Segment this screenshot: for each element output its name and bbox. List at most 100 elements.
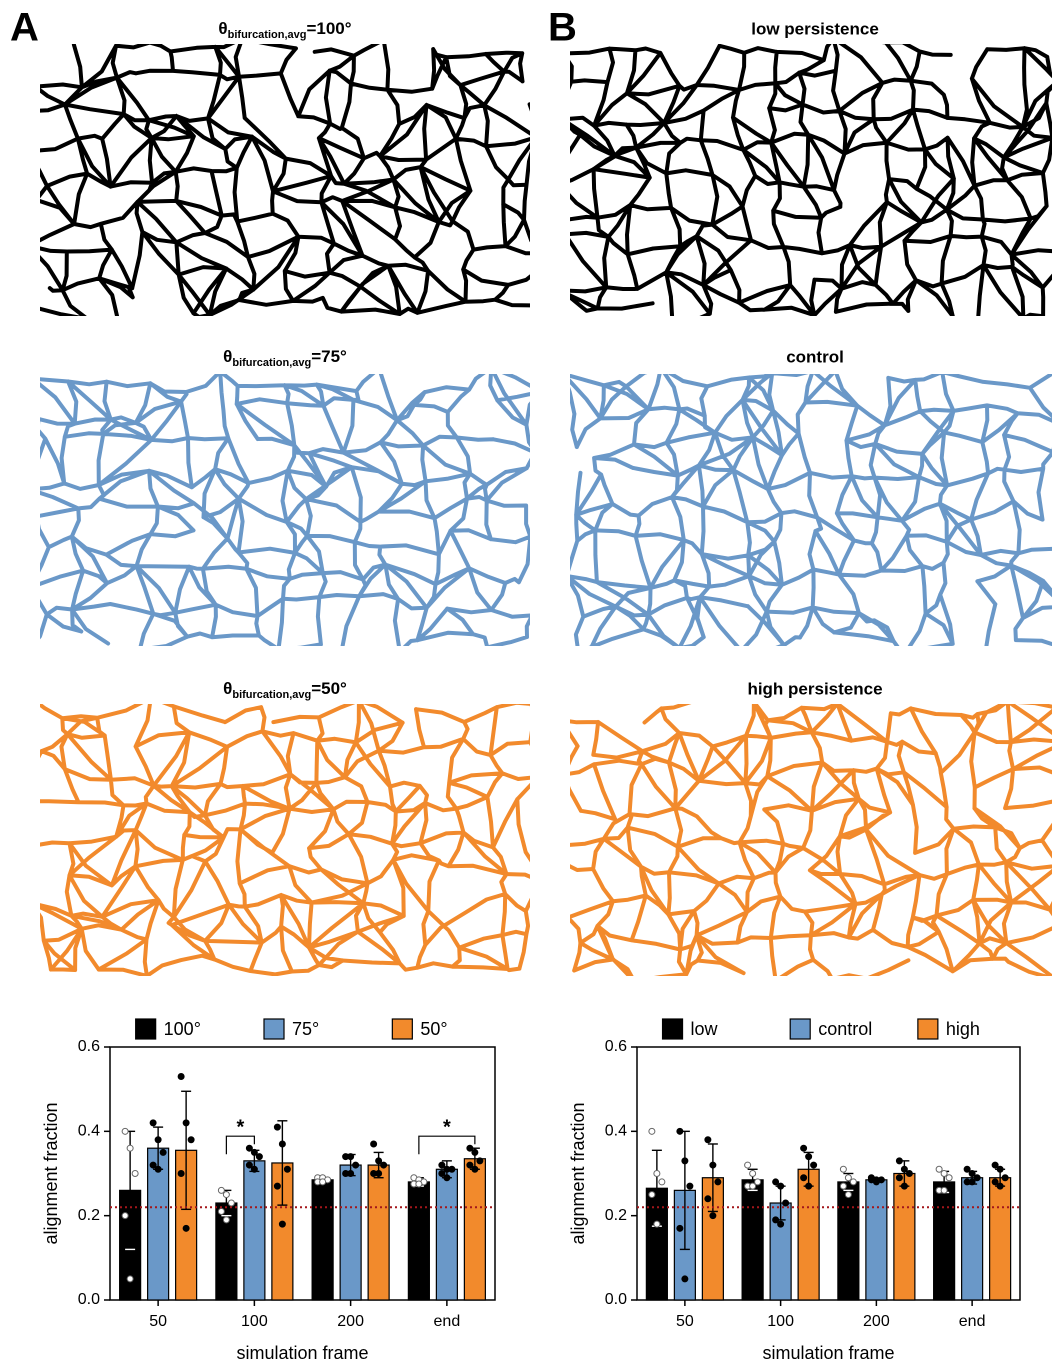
- data-point: [320, 1179, 326, 1185]
- y-tick-label: 0.4: [78, 1123, 100, 1140]
- x-tick-label: 100: [241, 1313, 268, 1330]
- bar: [244, 1161, 265, 1300]
- data-point: [376, 1171, 382, 1177]
- data-point: [783, 1200, 789, 1206]
- data-point: [439, 1162, 445, 1168]
- network: [563, 366, 1052, 652]
- legend-label: 75°: [292, 1019, 319, 1039]
- data-point: [284, 1166, 290, 1172]
- network: [28, 39, 542, 323]
- y-tick-label: 0.2: [78, 1207, 100, 1224]
- data-point: [649, 1128, 655, 1134]
- x-tick-label: 50: [149, 1313, 167, 1330]
- data-point: [1002, 1175, 1008, 1181]
- bar: [838, 1182, 859, 1300]
- data-point: [687, 1183, 693, 1189]
- bar: [436, 1169, 457, 1300]
- title-suffix: =100°: [306, 19, 351, 38]
- data-point: [997, 1183, 1003, 1189]
- data-point: [896, 1175, 902, 1181]
- data-point: [992, 1179, 998, 1185]
- data-point: [946, 1175, 952, 1181]
- data-point: [127, 1145, 133, 1151]
- data-point: [778, 1221, 784, 1227]
- x-axis-label: simulation frame: [762, 1343, 894, 1363]
- data-point: [188, 1137, 194, 1143]
- data-point: [750, 1183, 756, 1189]
- data-point: [467, 1162, 473, 1168]
- title-symbol: θ: [223, 679, 232, 698]
- y-axis-label: alignment fraction: [41, 1102, 61, 1244]
- data-point: [416, 1181, 422, 1187]
- panel-label: B: [548, 6, 577, 50]
- data-point: [773, 1179, 779, 1185]
- data-point: [183, 1120, 189, 1126]
- title-symbol: θ: [218, 19, 227, 38]
- data-point: [127, 1276, 133, 1282]
- data-point: [178, 1171, 184, 1177]
- data-point: [682, 1276, 688, 1282]
- data-point: [850, 1179, 856, 1185]
- data-point: [845, 1192, 851, 1198]
- data-point: [677, 1128, 683, 1134]
- data-point: [806, 1154, 812, 1160]
- data-point: [150, 1120, 156, 1126]
- data-point: [348, 1154, 354, 1160]
- x-tick-label: end: [434, 1313, 461, 1330]
- data-point: [279, 1221, 285, 1227]
- data-point: [677, 1225, 683, 1231]
- data-point: [279, 1141, 285, 1147]
- title-suffix: =50°: [311, 679, 347, 698]
- data-point: [371, 1141, 377, 1147]
- data-point: [778, 1183, 784, 1189]
- data-point: [449, 1166, 455, 1172]
- data-point: [251, 1166, 257, 1172]
- legend-swatch: [392, 1019, 412, 1039]
- x-tick-label: 100: [767, 1313, 794, 1330]
- figure: Aθbifurcation,avg=100°θbifurcation,avg=7…: [0, 0, 1052, 1364]
- data-point: [682, 1158, 688, 1164]
- data-point: [228, 1200, 234, 1206]
- legend-label: control: [818, 1019, 872, 1039]
- data-point: [941, 1187, 947, 1193]
- legend-swatch: [264, 1019, 284, 1039]
- bar: [934, 1182, 955, 1300]
- data-point: [218, 1187, 224, 1193]
- network-title: high persistence: [747, 679, 882, 698]
- data-point: [178, 1074, 184, 1080]
- network-title: low persistence: [751, 19, 879, 38]
- x-axis-label: simulation frame: [236, 1343, 368, 1363]
- significance-label: *: [443, 1116, 451, 1138]
- data-point: [150, 1162, 156, 1168]
- y-tick-label: 0.0: [605, 1291, 627, 1308]
- y-tick-label: 0.2: [605, 1207, 627, 1224]
- bar: [340, 1165, 361, 1300]
- title-subscript: bifurcation,avg: [232, 357, 311, 369]
- page: Aθbifurcation,avg=100°θbifurcation,avg=7…: [0, 0, 1052, 1364]
- y-tick-label: 0.0: [78, 1291, 100, 1308]
- x-tick-label: 200: [863, 1313, 890, 1330]
- data-point: [710, 1213, 716, 1219]
- data-point: [715, 1179, 721, 1185]
- legend-swatch: [790, 1019, 810, 1039]
- title-subscript: bifurcation,avg: [232, 689, 311, 701]
- y-tick-label: 0.6: [605, 1038, 627, 1055]
- data-point: [654, 1221, 660, 1227]
- data-point: [941, 1171, 947, 1177]
- network-title: θbifurcation,avg=75°: [223, 347, 347, 368]
- data-point: [964, 1166, 970, 1172]
- y-axis-label: alignment fraction: [568, 1102, 588, 1244]
- data-point: [705, 1196, 711, 1202]
- data-point: [750, 1171, 756, 1177]
- data-point: [467, 1145, 473, 1151]
- data-point: [840, 1183, 846, 1189]
- data-point: [122, 1213, 128, 1219]
- x-tick-label: 50: [676, 1313, 694, 1330]
- data-point: [773, 1217, 779, 1223]
- data-point: [845, 1175, 851, 1181]
- data-point: [223, 1217, 229, 1223]
- bar: [464, 1159, 485, 1300]
- panel-label: A: [10, 6, 39, 50]
- bar: [312, 1180, 333, 1300]
- bar: [742, 1180, 763, 1300]
